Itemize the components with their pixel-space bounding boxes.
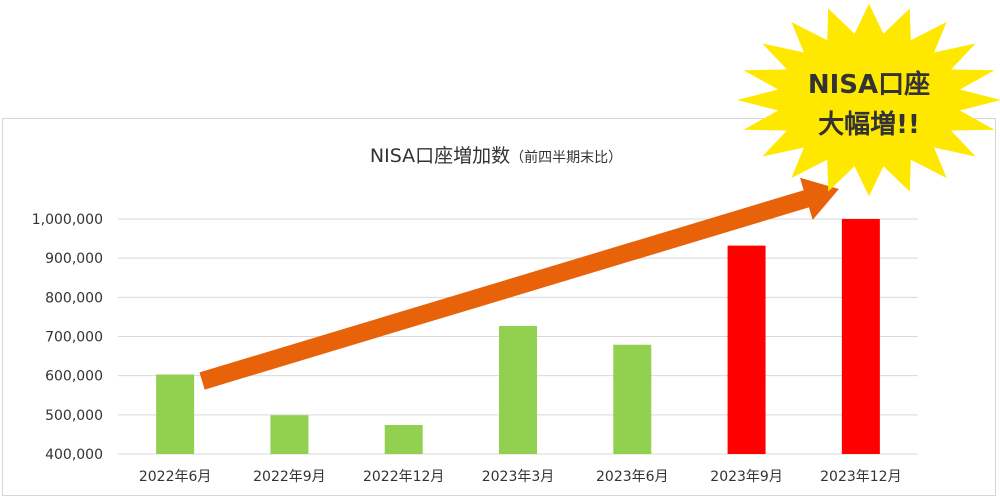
- y-tick-label: 1,000,000: [32, 212, 103, 228]
- x-axis-labels: 2022年6月 2022年9月 2022年12月 2023年3月 2023年6月 2023…: [139, 469, 902, 485]
- callout-line-1: NISA口座: [808, 69, 930, 100]
- bar-7: [841, 219, 880, 454]
- chart-title-sub: （前四半期末比）: [510, 149, 622, 166]
- callout-burst: NISA口座 大幅増!!: [737, 3, 1000, 197]
- x-category-label: 2022年12月: [363, 469, 444, 485]
- y-tick-label: 800,000: [45, 290, 103, 306]
- bar-5: [613, 344, 652, 454]
- x-category-label: 2022年6月: [139, 469, 212, 485]
- y-tick-label: 700,000: [45, 330, 103, 346]
- chart-title: NISA口座増加数（前四半期末比）: [370, 145, 622, 167]
- callout-line-2: 大幅増!!: [818, 110, 920, 140]
- chart-title-main: NISA口座増加数: [370, 145, 510, 167]
- y-tick-label: 600,000: [45, 369, 103, 385]
- x-category-label: 2023年3月: [482, 469, 555, 485]
- bars: [156, 219, 880, 454]
- x-category-label: 2023年6月: [596, 469, 669, 485]
- bar-6: [727, 245, 766, 454]
- starburst-shape: [737, 3, 1000, 197]
- x-category-label: 2023年9月: [710, 469, 783, 485]
- trend-arrow: [199, 177, 839, 390]
- bar-3: [384, 425, 423, 454]
- y-tick-label: 900,000: [45, 251, 103, 267]
- trend-arrow-shape: [199, 177, 839, 390]
- bar-2: [270, 415, 309, 454]
- x-category-label: 2022年9月: [253, 469, 326, 485]
- x-category-label: 2023年12月: [820, 469, 901, 485]
- bar-1: [156, 374, 195, 454]
- y-tick-label: 400,000: [45, 447, 103, 463]
- y-tick-label: 500,000: [45, 408, 103, 424]
- bar-4: [499, 325, 537, 454]
- y-axis-ticks: 1,000,000 900,000 800,000 700,000 600,000 500…: [32, 212, 103, 463]
